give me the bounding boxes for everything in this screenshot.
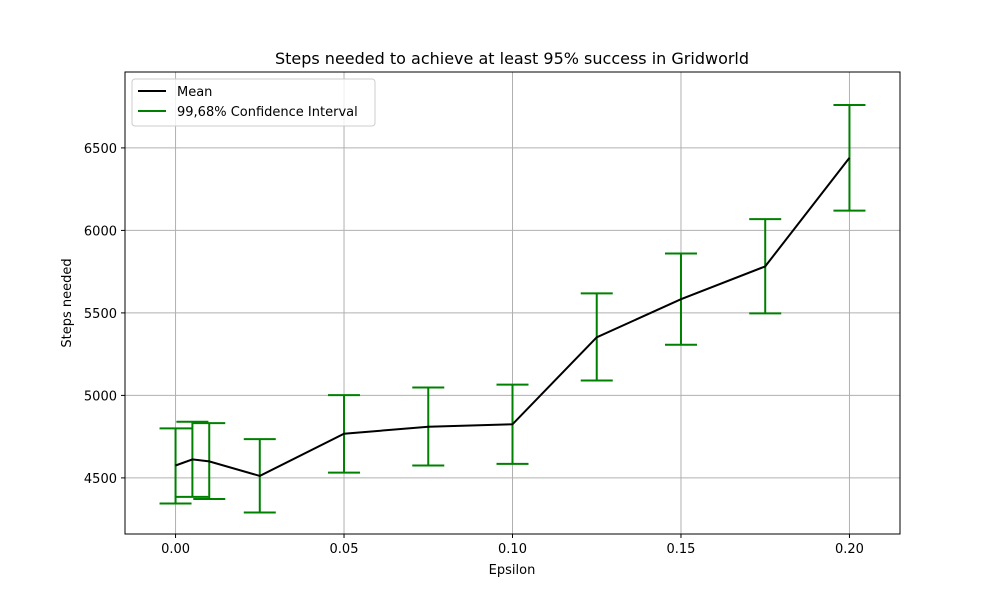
x-tick-label: 0.10 — [498, 542, 527, 557]
x-tick-label: 0.00 — [161, 542, 190, 557]
grid — [125, 72, 900, 534]
legend-ci-label: 99,68% Confidence Interval — [177, 105, 358, 120]
y-tick-label: 5500 — [84, 307, 117, 322]
mean-line — [175, 157, 851, 477]
x-axis-title: Epsilon — [489, 563, 536, 578]
chart-title: Steps needed to achieve at least 95% suc… — [275, 49, 749, 68]
y-tick-label: 5000 — [84, 389, 117, 404]
x-tick-label: 0.20 — [835, 542, 864, 557]
confidence-interval-series — [159, 104, 866, 514]
x-tick-label: 0.15 — [667, 542, 696, 557]
legend-box — [131, 78, 376, 127]
y-axis-title: Steps needed — [60, 258, 75, 347]
legend: Mean 99,68% Confidence Interval — [131, 78, 376, 127]
error-bar — [159, 427, 192, 505]
y-tick-label: 6000 — [84, 224, 117, 239]
mean-series — [175, 157, 851, 477]
x-tick-label: 0.05 — [330, 542, 359, 557]
y-tick-label: 6500 — [84, 142, 117, 157]
axis-ticks: 0.00 0.05 0.10 0.15 0.20 4500 5000 5500 6000 6500 — [84, 142, 864, 557]
y-tick-label: 4500 — [84, 472, 117, 487]
legend-mean-label: Mean — [177, 85, 212, 100]
